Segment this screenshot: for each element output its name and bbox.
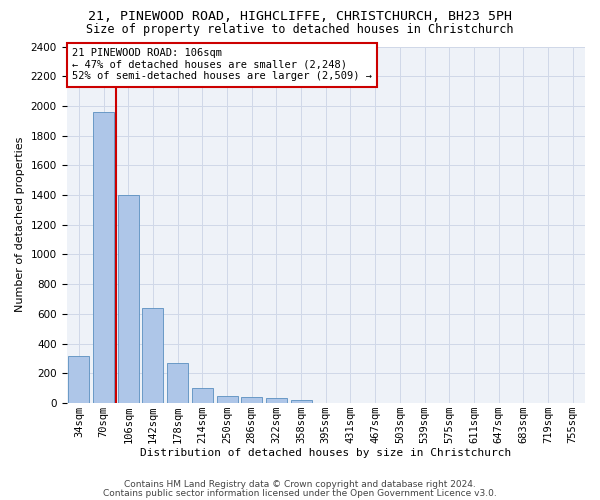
X-axis label: Distribution of detached houses by size in Christchurch: Distribution of detached houses by size … bbox=[140, 448, 511, 458]
Text: 21 PINEWOOD ROAD: 106sqm
← 47% of detached houses are smaller (2,248)
52% of sem: 21 PINEWOOD ROAD: 106sqm ← 47% of detach… bbox=[72, 48, 372, 82]
Text: Contains HM Land Registry data © Crown copyright and database right 2024.: Contains HM Land Registry data © Crown c… bbox=[124, 480, 476, 489]
Bar bbox=[167, 363, 188, 403]
Bar bbox=[266, 398, 287, 403]
Bar bbox=[290, 400, 311, 403]
Bar bbox=[68, 356, 89, 403]
Bar bbox=[192, 388, 213, 403]
Text: Contains public sector information licensed under the Open Government Licence v3: Contains public sector information licen… bbox=[103, 488, 497, 498]
Text: 21, PINEWOOD ROAD, HIGHCLIFFE, CHRISTCHURCH, BH23 5PH: 21, PINEWOOD ROAD, HIGHCLIFFE, CHRISTCHU… bbox=[88, 10, 512, 23]
Bar bbox=[241, 398, 262, 403]
Bar bbox=[142, 308, 163, 403]
Text: Size of property relative to detached houses in Christchurch: Size of property relative to detached ho… bbox=[86, 22, 514, 36]
Bar bbox=[118, 195, 139, 403]
Bar bbox=[93, 112, 114, 403]
Y-axis label: Number of detached properties: Number of detached properties bbox=[15, 137, 25, 312]
Bar bbox=[217, 396, 238, 403]
